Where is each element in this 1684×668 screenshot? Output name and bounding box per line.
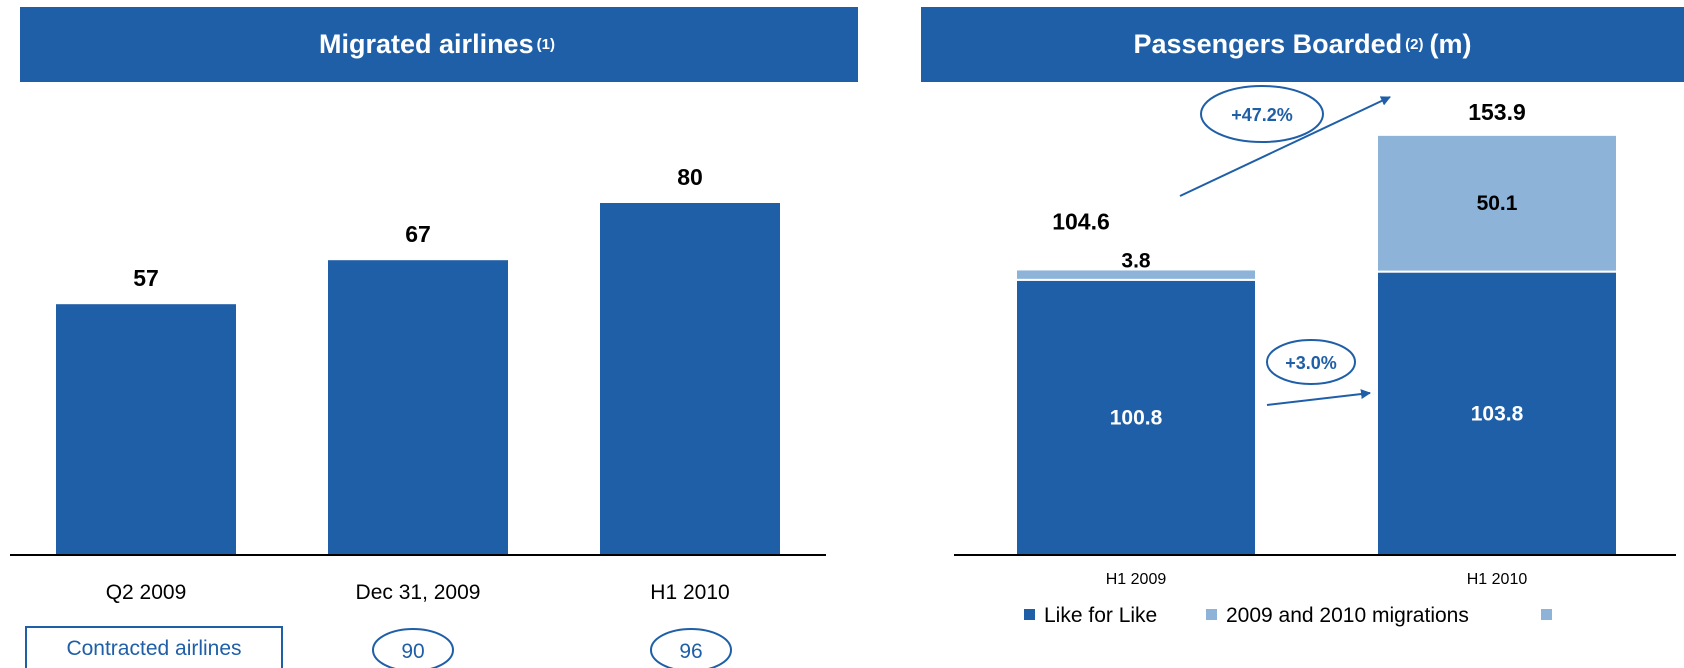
total-label-h1-2009: 104.6: [1052, 208, 1110, 234]
passengers-boarded-tick-labels: H1 2009 H1 2010: [1106, 571, 1528, 588]
like-for-like-growth-label: +3.0%: [1285, 353, 1337, 373]
segment-label-2009-and-2010-migrations-h1-2009: 3.8: [1121, 249, 1151, 272]
contracted-airlines-label: Contracted airlines: [66, 637, 241, 660]
tick-label-dec-31-2009: Dec 31, 2009: [356, 581, 481, 604]
migrated-airlines-bars: [56, 203, 780, 555]
migrated-airlines-tick-labels: Q2 2009 Dec 31, 2009 H1 2010: [106, 581, 730, 604]
tick-label-h1-2010: H1 2010: [650, 581, 729, 604]
value-label-h1-2010: 80: [677, 164, 703, 190]
like-for-like-growth-arrow: [1267, 393, 1370, 405]
contracted-value-h1-2010: 96: [679, 640, 702, 663]
segment-label-like-for-like-h1-2009: 100.8: [1110, 406, 1163, 429]
legend-swatch-extra: [1541, 609, 1552, 620]
segment-label-2009-and-2010-migrations-h1-2010: 50.1: [1477, 192, 1518, 215]
bar-h1-2010: [600, 203, 780, 555]
bar-dec-31-2009: [328, 260, 508, 555]
total-growth-label: +47.2%: [1231, 105, 1293, 125]
legend-label-like-for-like: Like for Like: [1044, 604, 1157, 627]
tick-label-q2-2009: Q2 2009: [106, 581, 187, 604]
bar-q2-2009: [56, 304, 236, 555]
value-label-dec-31-2009: 67: [405, 221, 431, 247]
tick-label-h1-2010: H1 2010: [1467, 571, 1528, 588]
legend-swatch-migrations: [1206, 609, 1217, 620]
legend-label-migrations: 2009 and 2010 migrations: [1226, 604, 1469, 627]
tick-label-h1-2009: H1 2009: [1106, 571, 1167, 588]
contracted-value-dec-2009: 90: [401, 640, 424, 663]
total-label-h1-2010: 153.9: [1468, 99, 1526, 125]
segment-label-like-for-like-h1-2010: 103.8: [1471, 402, 1524, 425]
legend-swatch-like-for-like: [1024, 609, 1035, 620]
value-label-q2-2009: 57: [133, 265, 159, 291]
